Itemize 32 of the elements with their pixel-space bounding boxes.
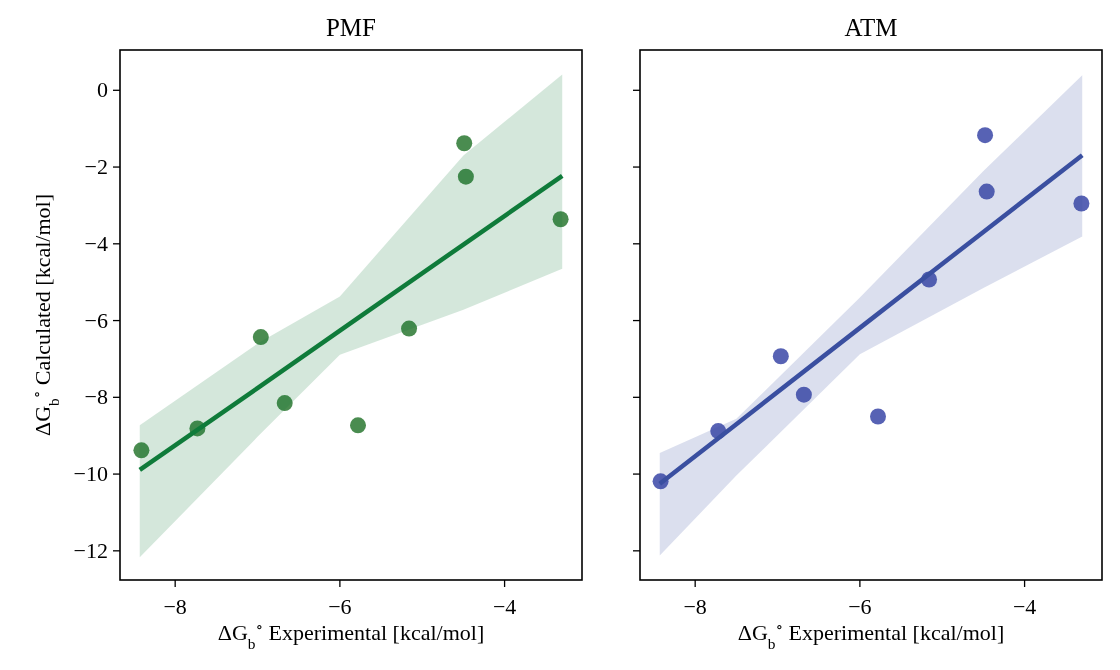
x-tick-label: −4 bbox=[492, 594, 517, 619]
point bbox=[977, 127, 994, 144]
y-tick-label: −4 bbox=[84, 230, 108, 256]
x-tick-label: −8 bbox=[683, 594, 707, 619]
point bbox=[456, 135, 473, 152]
y-tick-label: −6 bbox=[84, 307, 108, 333]
x-axis-title: ΔG$_{b}$$^{∘}$ Experimental [kcal/mol] bbox=[737, 617, 1005, 652]
y-tick-label: −2 bbox=[84, 154, 108, 180]
x-tick-label: −6 bbox=[848, 594, 872, 619]
point bbox=[772, 348, 789, 365]
point bbox=[870, 408, 886, 425]
point bbox=[978, 183, 995, 200]
y-tick-label: 0 bbox=[97, 77, 108, 103]
y-tick-label: −10 bbox=[73, 461, 108, 487]
point bbox=[252, 329, 269, 346]
point bbox=[457, 168, 474, 185]
chart-title: ATM bbox=[844, 14, 898, 41]
point bbox=[552, 211, 569, 228]
point bbox=[795, 386, 812, 403]
line-series bbox=[137, 173, 565, 473]
x-tick-label: −6 bbox=[328, 594, 352, 619]
y-tick-label: −12 bbox=[73, 537, 108, 563]
x-axis-title: ΔG$_{b}$$^{∘}$ Experimental [kcal/mol] bbox=[217, 617, 485, 652]
point bbox=[401, 320, 418, 337]
point bbox=[350, 417, 366, 434]
point bbox=[276, 395, 293, 412]
x-tick-label: −4 bbox=[1012, 594, 1037, 619]
point bbox=[133, 442, 150, 459]
point bbox=[1073, 195, 1090, 212]
y-tick-label: −8 bbox=[84, 384, 108, 410]
chart-title: PMF bbox=[325, 14, 377, 41]
x-tick-label: −8 bbox=[163, 594, 187, 619]
